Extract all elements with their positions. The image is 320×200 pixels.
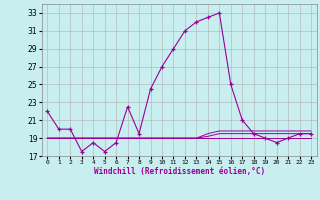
X-axis label: Windchill (Refroidissement éolien,°C): Windchill (Refroidissement éolien,°C) [94, 167, 265, 176]
